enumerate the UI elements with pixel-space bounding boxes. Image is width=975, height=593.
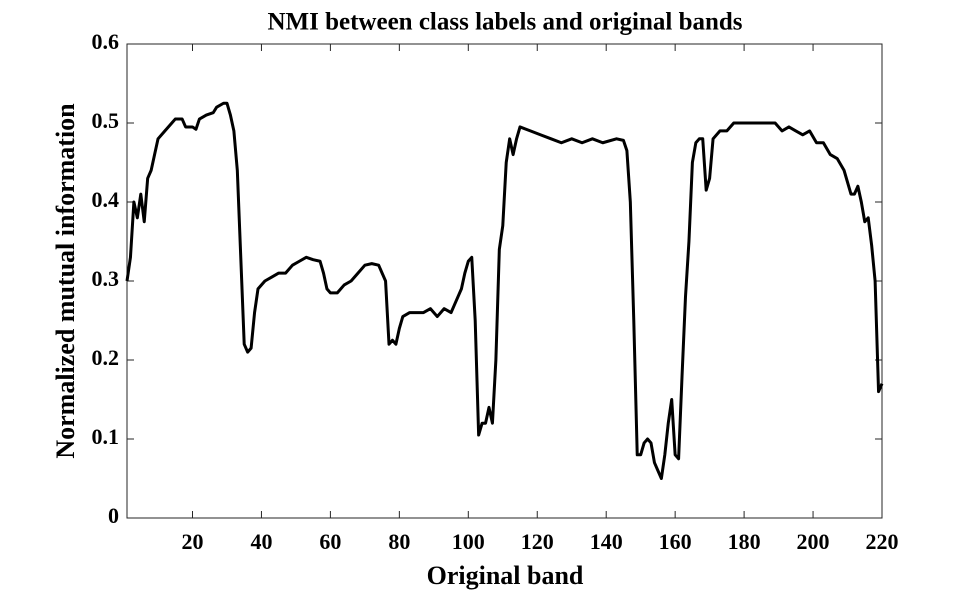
chart-title: NMI between class labels and original ba… [267,9,742,36]
y-tick-label: 0.1 [92,424,120,449]
x-tick-label: 140 [590,529,623,554]
x-tick-label: 80 [388,529,410,554]
x-tick-label: 160 [659,529,692,554]
x-tick-label: 120 [521,529,554,554]
y-tick-label: 0.4 [92,187,120,212]
y-tick-label: 0.3 [92,266,120,291]
y-axis-label: Normalized mutual information [51,103,80,459]
x-tick-label: 40 [250,529,272,554]
x-tick-label: 20 [182,529,204,554]
x-tick-label: 200 [797,529,830,554]
data-line [125,101,884,480]
y-tick-label: 0.5 [92,108,120,133]
x-tick-label: 220 [866,529,899,554]
y-tick-label: 0.6 [92,29,120,54]
y-tick-label: 0 [108,503,119,528]
x-tick-label: 100 [452,529,485,554]
y-tick-label: 0.2 [92,345,120,370]
x-axis-label: Original band [427,561,584,590]
x-tick-label: 180 [728,529,761,554]
x-tick-label: 60 [319,529,341,554]
